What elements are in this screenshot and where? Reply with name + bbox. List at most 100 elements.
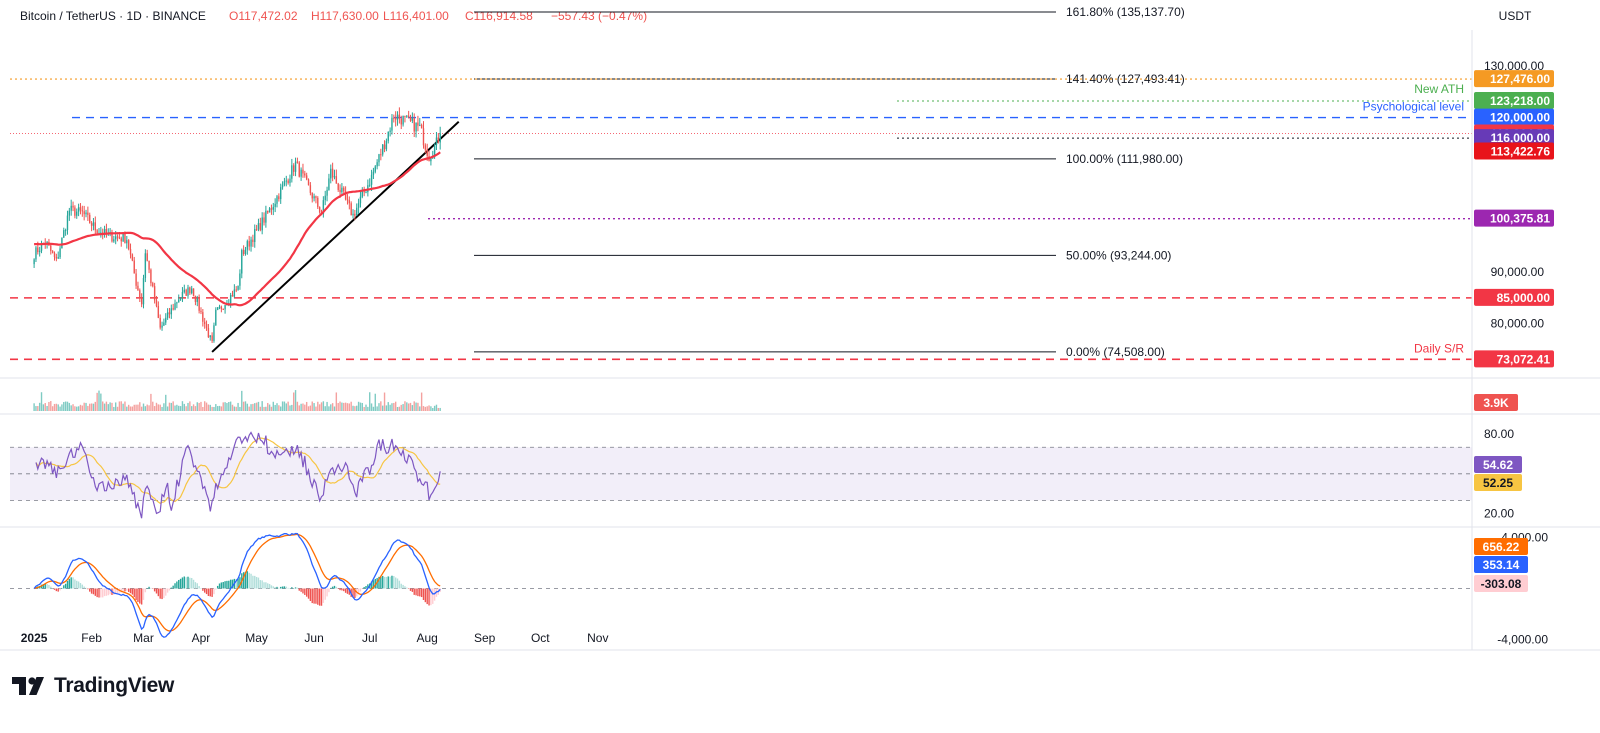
volume-bar	[218, 405, 221, 411]
macd-histogram-bar	[64, 583, 67, 589]
macd-histogram-bar	[218, 583, 221, 589]
volume-bar	[179, 406, 182, 411]
candle-body	[402, 115, 404, 125]
volume-bar	[233, 406, 236, 411]
macd-histogram-bar	[189, 577, 191, 589]
rsi-line	[35, 431, 441, 519]
ohlc-low: L116,401.00	[383, 9, 449, 23]
candle-body	[131, 254, 134, 261]
volume-bar	[257, 401, 260, 411]
volume-bar	[280, 406, 282, 411]
candle-body	[83, 211, 85, 215]
candle-body	[81, 210, 84, 212]
volume-bar	[383, 392, 386, 411]
volume-bar	[278, 405, 280, 411]
macd-histogram-bar	[406, 587, 408, 589]
candle-body	[178, 299, 180, 303]
macd-histogram-bar	[381, 575, 384, 589]
macd-histogram-bar	[280, 586, 282, 589]
macd-histogram-bar	[196, 583, 198, 589]
candle-body	[142, 278, 145, 305]
candle-body	[430, 158, 432, 162]
macd-histogram-bar	[272, 586, 274, 589]
volume-bar	[281, 401, 284, 411]
candle-body	[324, 195, 326, 201]
candle-body	[337, 183, 339, 190]
macd-histogram-bar	[170, 587, 173, 589]
volume-bar	[74, 406, 76, 411]
macd-histogram-bar	[409, 588, 412, 591]
rsi-pane[interactable]	[10, 431, 1472, 519]
level-label-2: 100.00% (111,980.00)	[1066, 152, 1183, 166]
candle-body	[215, 309, 217, 326]
candle-body	[157, 306, 160, 318]
price-scale[interactable]: USDT 130,000.00 90,000.00 80,000.00 127,476.…	[1474, 9, 1554, 647]
candle-body	[148, 260, 150, 270]
volume-bar	[116, 406, 119, 411]
volume-bar	[337, 403, 339, 411]
volume-bar	[346, 403, 349, 411]
volume-bar	[354, 406, 356, 411]
macd-histogram-bar	[122, 588, 124, 591]
candle-body	[126, 240, 128, 244]
macd-histogram-bar	[102, 588, 104, 598]
volume-bar	[402, 404, 404, 411]
macd-histogram-bar	[417, 588, 419, 597]
macd-pane[interactable]	[10, 532, 1472, 638]
price-label-bg	[1474, 209, 1554, 227]
candle-body	[222, 309, 224, 311]
volume-bar	[59, 406, 61, 411]
macd-histogram-bar	[98, 588, 100, 598]
macd-histogram-bar	[278, 587, 280, 589]
candle-body	[307, 179, 310, 186]
macd-histogram-bar	[33, 588, 35, 589]
volume-bar	[96, 392, 98, 411]
macd-histogram-bar	[179, 578, 182, 589]
candle-body	[311, 192, 313, 199]
macd-histogram-bar	[181, 577, 184, 589]
macd-histogram-bar	[222, 581, 224, 589]
macd-histogram-bar	[344, 588, 347, 593]
volume-bar	[114, 402, 117, 411]
macd-histogram-bar	[292, 588, 295, 589]
macd-histogram-bar	[209, 588, 211, 597]
macd-histogram-bar	[294, 587, 297, 589]
volume-bar	[287, 401, 289, 411]
macd-histogram-bar	[235, 578, 237, 589]
macd-histogram-bar	[142, 588, 145, 600]
macd-histogram-bar	[174, 583, 176, 589]
volume-bar	[122, 403, 124, 411]
volume-bar	[285, 403, 287, 411]
volume-bar	[165, 394, 167, 411]
macd-histogram-bar	[267, 583, 269, 589]
volume-bar	[203, 401, 206, 411]
macd-histogram-bar	[229, 579, 232, 589]
macd-histogram-bar	[255, 576, 258, 589]
candle-body	[118, 237, 121, 239]
price-pane[interactable]: 161.80% (135,137.70)141.40% (127,493.41)…	[10, 5, 1472, 361]
macd-histogram-bar	[100, 588, 102, 598]
macd-histogram-bar	[42, 584, 45, 589]
volume-bar	[98, 390, 100, 411]
macd-histogram-bar	[139, 588, 141, 604]
volume-bar	[40, 392, 43, 411]
macd-histogram-bar	[420, 588, 423, 598]
macd-histogram-bar	[205, 588, 208, 595]
volume-bar	[83, 402, 85, 411]
candle-body	[242, 250, 245, 254]
macd-histogram-bar	[129, 588, 132, 594]
level-label-3: 50.00% (93,244.00)	[1066, 248, 1171, 262]
volume-bar	[255, 402, 258, 411]
volume-bar	[424, 406, 427, 411]
macd-histogram-bar	[298, 588, 300, 591]
candle-body	[361, 190, 363, 197]
candle-body	[150, 269, 152, 284]
candle-body	[352, 213, 354, 216]
candle-body	[252, 239, 254, 243]
volume-bar	[228, 401, 230, 411]
volume-bar	[398, 406, 401, 411]
macd-histogram-bar	[244, 571, 247, 589]
volume-bar	[311, 401, 313, 411]
level-label-5: Psychological level	[1363, 100, 1464, 114]
